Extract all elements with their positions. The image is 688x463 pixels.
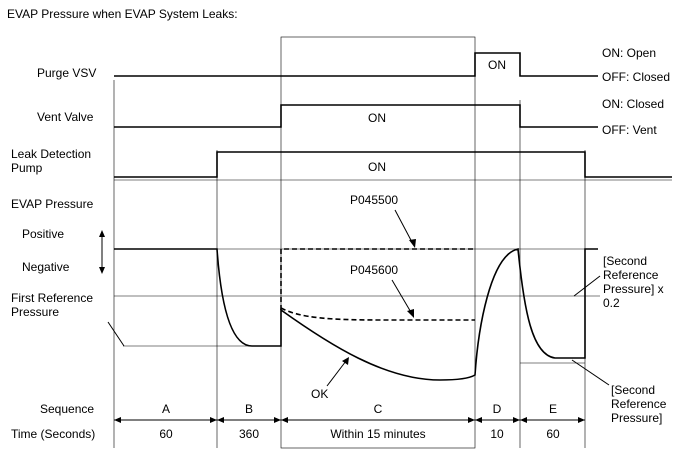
p045600-dashed-trace [280, 307, 475, 321]
p045500-leader [394, 209, 416, 248]
purge-vsv-on-text: ON [488, 58, 506, 72]
diagram-title: EVAP Pressure when EVAP System Leaks: [7, 7, 238, 21]
pressure-direction-arrow [99, 230, 105, 274]
second-ref-leader [571, 359, 610, 386]
sequence-d: D [493, 402, 502, 416]
first-ref-label-line2: Pressure [11, 305, 59, 319]
time-e: 60 [546, 427, 560, 441]
sequence-label: Sequence [40, 402, 94, 416]
time-c: Within 15 minutes [330, 427, 425, 441]
second-ref-line1: [Second [611, 383, 655, 397]
purge-on-state-label: ON: Open [602, 46, 656, 60]
negative-label: Negative [22, 260, 70, 274]
sequence-dimension-line [114, 417, 585, 423]
second-ref-factor-leader [573, 275, 601, 297]
leak-pump-on-text: ON [368, 160, 386, 174]
leak-pump-waveform [114, 151, 672, 178]
ok-label: OK [311, 387, 328, 401]
first-ref-label-line1: First Reference [11, 291, 93, 305]
purge-vsv-waveform [114, 52, 598, 77]
sequence-e: E [549, 402, 557, 416]
first-ref-leader [107, 321, 125, 347]
p045600-leader [391, 279, 414, 318]
positive-label: Positive [22, 227, 64, 241]
sequence-b: B [245, 402, 253, 416]
time-label: Time (Seconds) [11, 427, 95, 441]
vent-on-state-label: ON: Closed [602, 97, 664, 111]
p045600-label: P045600 [350, 263, 398, 277]
time-b: 360 [239, 427, 259, 441]
evap-pressure-waveform [114, 248, 598, 381]
second-ref-factor-line3: Pressure] x [603, 282, 664, 296]
purge-vsv-label: Purge VSV [37, 66, 96, 80]
purge-off-state-label: OFF: Closed [602, 70, 670, 84]
ok-leader [326, 357, 349, 387]
vent-valve-label: Vent Valve [37, 110, 94, 124]
time-d: 10 [490, 427, 504, 441]
sequence-a: A [162, 402, 170, 416]
second-ref-factor-line2: Reference [603, 268, 659, 282]
second-ref-line2: Reference [611, 397, 667, 411]
vent-off-state-label: OFF: Vent [602, 123, 657, 137]
leak-pump-label-line2: Pump [11, 161, 43, 175]
time-a: 60 [159, 427, 173, 441]
evap-pressure-label: EVAP Pressure [11, 197, 94, 211]
vent-valve-waveform [114, 104, 598, 128]
second-ref-factor-line4: 0.2 [603, 296, 620, 310]
second-ref-factor-line1: [Second [603, 254, 647, 268]
second-ref-line3: Pressure] [611, 411, 662, 425]
p045500-dashed-trace [280, 248, 475, 310]
vent-valve-on-text: ON [368, 111, 386, 125]
sequence-c: C [374, 402, 383, 416]
p045500-label: P045500 [350, 193, 398, 207]
phase-grid [113, 36, 672, 449]
leak-pump-label-line1: Leak Detection [11, 147, 91, 161]
